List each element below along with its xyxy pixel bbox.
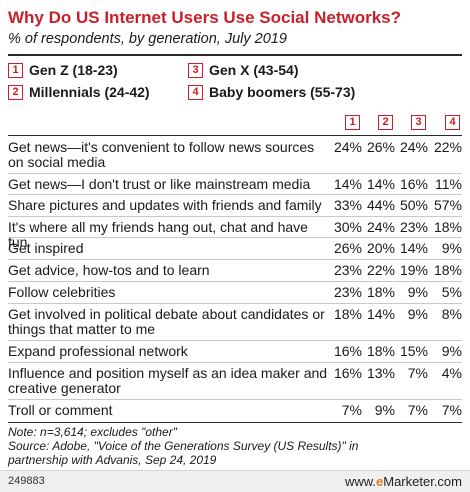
column-header-4: 4 <box>445 115 460 130</box>
cell-value: 9% <box>441 240 462 256</box>
cell-value: 16% <box>399 176 428 192</box>
cell-value: 9% <box>374 402 395 418</box>
row-label: Get news—it's convenient to follow news … <box>8 139 315 170</box>
footer-bar: 249883 www.eMarketer.com <box>0 470 470 492</box>
legend-item-4: 4 Baby boomers (55-73) <box>188 84 355 100</box>
cell-value: 14% <box>399 240 428 256</box>
cell-value: 23% <box>333 262 362 278</box>
row-separator <box>8 303 462 304</box>
brand-suffix: Marketer.com <box>383 474 462 489</box>
row-separator <box>8 362 462 363</box>
cell-value: 50% <box>399 197 428 213</box>
cell-value: 11% <box>435 176 462 192</box>
cell-value: 14% <box>366 176 395 192</box>
legend-number-box: 4 <box>188 84 203 100</box>
cell-value: 18% <box>333 306 362 322</box>
row-label: Get involved in political debate about c… <box>8 306 325 337</box>
row-label: Expand professional network <box>8 343 188 359</box>
legend-number-box: 3 <box>188 62 203 78</box>
column-header-3: 3 <box>411 115 426 130</box>
chart-subtitle: % of respondents, by generation, July 20… <box>8 31 287 47</box>
note-line-3: partnership with Advanis, Sep 24, 2019 <box>8 453 217 467</box>
row-label: Get advice, how-tos and to learn <box>8 262 210 278</box>
cell-value: 22% <box>366 262 395 278</box>
cell-value: 18% <box>366 343 395 359</box>
note-line-2: Source: Adobe, "Voice of the Generations… <box>8 439 359 453</box>
legend-number-box: 2 <box>8 84 23 100</box>
cell-value: 7% <box>341 402 362 418</box>
legend-item-2: 2 Millennials (24-42) <box>8 84 150 100</box>
brand-prefix: www. <box>344 474 377 489</box>
cell-value: 7% <box>441 402 462 418</box>
row-separator <box>8 237 462 238</box>
brand-e: e <box>376 474 384 489</box>
row-label: Follow celebrities <box>8 284 116 300</box>
row-separator <box>8 259 462 260</box>
row-separator <box>8 194 462 195</box>
legend-item-1: 1 Gen Z (18-23) <box>8 62 118 78</box>
cell-value: 26% <box>333 240 362 256</box>
cell-value: 7% <box>407 402 428 418</box>
column-header-2: 2 <box>378 115 393 130</box>
legend-label: Millennials (24-42) <box>29 84 150 100</box>
cell-value: 9% <box>407 306 428 322</box>
row-separator <box>8 281 462 282</box>
row-separator <box>8 216 462 217</box>
cell-value: 7% <box>407 365 428 381</box>
row-label: Troll or comment <box>8 402 113 418</box>
cell-value: 24% <box>366 219 395 235</box>
cell-value: 9% <box>407 284 428 300</box>
header-divider <box>8 135 462 136</box>
brand-logo: www.eMarketer.com <box>345 474 462 489</box>
row-separator <box>8 399 462 400</box>
cell-value: 9% <box>441 343 462 359</box>
cell-value: 4% <box>441 365 462 381</box>
row-separator <box>8 173 462 174</box>
cell-value: 23% <box>399 219 428 235</box>
cell-value: 15% <box>399 343 428 359</box>
top-divider <box>8 54 462 56</box>
cell-value: 57% <box>433 197 462 213</box>
cell-value: 18% <box>433 262 462 278</box>
row-label: Influence and position myself as an idea… <box>8 365 328 396</box>
bottom-divider <box>8 422 462 423</box>
cell-value: 24% <box>333 139 362 155</box>
cell-value: 24% <box>399 139 428 155</box>
row-separator <box>8 340 462 341</box>
legend-item-3: 3 Gen X (43-54) <box>188 62 298 78</box>
cell-value: 13% <box>366 365 395 381</box>
cell-value: 18% <box>366 284 395 300</box>
cell-value: 23% <box>333 284 362 300</box>
cell-value: 8% <box>441 306 462 322</box>
cell-value: 22% <box>433 139 462 155</box>
cell-value: 14% <box>333 176 362 192</box>
cell-value: 33% <box>333 197 362 213</box>
note-line-1: Note: n=3,614; excludes "other" <box>8 425 177 439</box>
cell-value: 19% <box>399 262 428 278</box>
cell-value: 26% <box>366 139 395 155</box>
cell-value: 14% <box>366 306 395 322</box>
cell-value: 44% <box>366 197 395 213</box>
row-label: Share pictures and updates with friends … <box>8 197 322 213</box>
cell-value: 20% <box>366 240 395 256</box>
cell-value: 5% <box>441 284 462 300</box>
chart-title: Why Do US Internet Users Use Social Netw… <box>8 8 401 27</box>
row-label: Get news—I don't trust or like mainstrea… <box>8 176 311 192</box>
cell-value: 16% <box>333 343 362 359</box>
cell-value: 30% <box>333 219 362 235</box>
chart-id: 249883 <box>8 475 45 487</box>
cell-value: 18% <box>433 219 462 235</box>
source-note: Note: n=3,614; excludes "other" Source: … <box>8 425 358 467</box>
row-label: Get inspired <box>8 240 84 256</box>
legend-label: Baby boomers (55-73) <box>209 84 356 100</box>
legend-label: Gen X (43-54) <box>209 62 299 78</box>
legend-label: Gen Z (18-23) <box>29 62 118 78</box>
legend-number-box: 1 <box>8 62 23 78</box>
cell-value: 16% <box>333 365 362 381</box>
column-header-1: 1 <box>345 115 360 130</box>
